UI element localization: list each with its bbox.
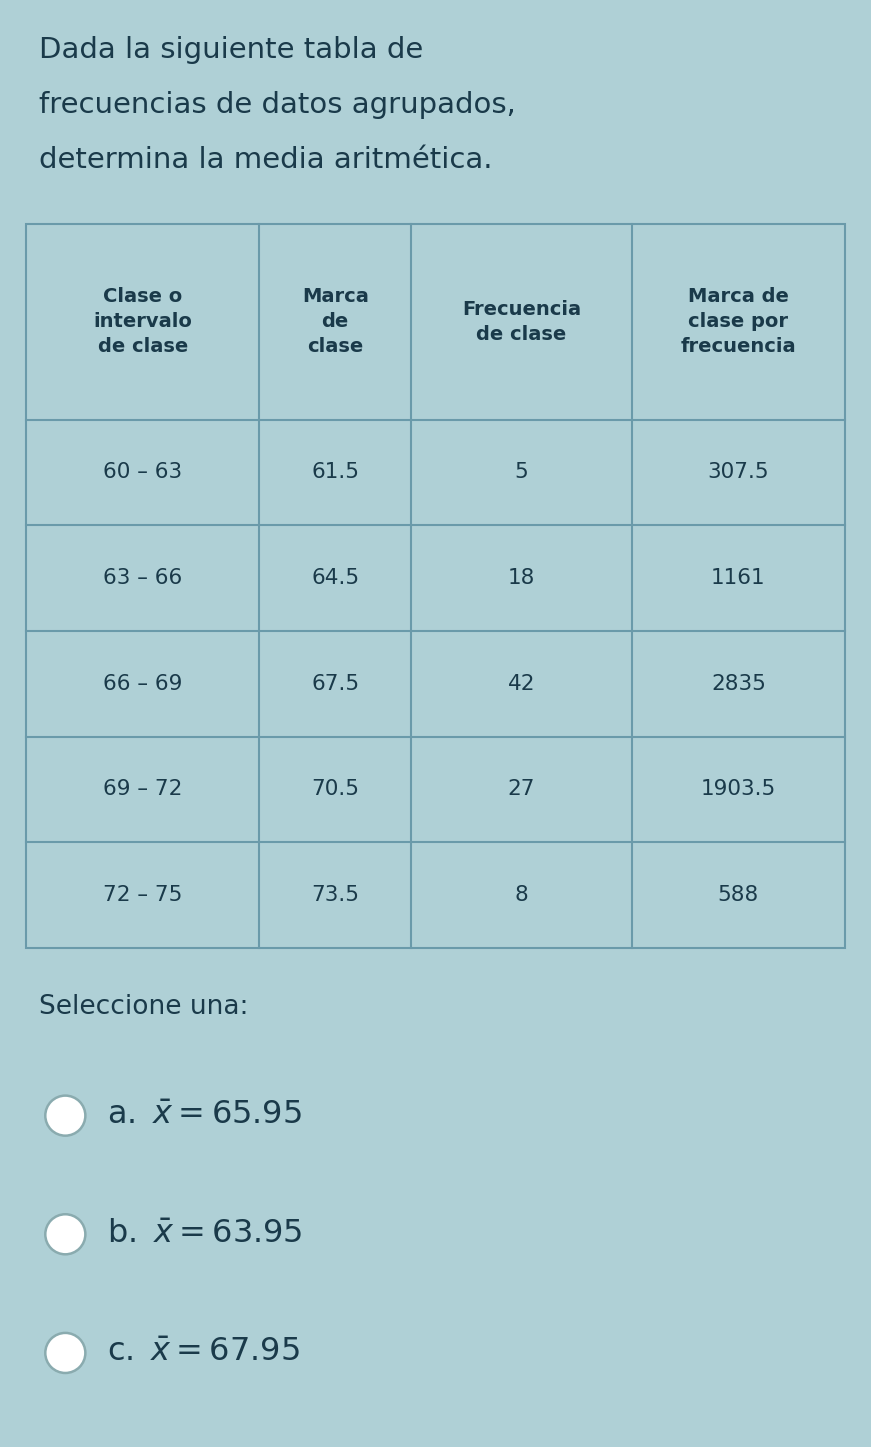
Text: 18: 18 — [508, 569, 535, 587]
Text: 8: 8 — [515, 886, 529, 904]
Text: 307.5: 307.5 — [707, 463, 769, 482]
Text: 1161: 1161 — [711, 569, 766, 587]
Bar — [26, 224, 845, 948]
Text: c. $\bar{x} = 67.95$: c. $\bar{x} = 67.95$ — [107, 1337, 300, 1369]
Text: Marca
de
clase: Marca de clase — [301, 288, 368, 356]
Text: Clase o
intervalo
de clase: Clase o intervalo de clase — [93, 288, 192, 356]
Ellipse shape — [45, 1214, 85, 1255]
Text: frecuencias de datos agrupados,: frecuencias de datos agrupados, — [39, 91, 517, 119]
Text: 27: 27 — [508, 780, 535, 799]
Text: determina la media aritmética.: determina la media aritmética. — [39, 146, 493, 174]
Text: 67.5: 67.5 — [311, 674, 359, 693]
Text: 64.5: 64.5 — [311, 569, 359, 587]
Text: 63 – 66: 63 – 66 — [103, 569, 182, 587]
Text: 1903.5: 1903.5 — [701, 780, 776, 799]
Text: 70.5: 70.5 — [311, 780, 359, 799]
Ellipse shape — [45, 1095, 85, 1136]
Text: 66 – 69: 66 – 69 — [103, 674, 183, 693]
Text: 61.5: 61.5 — [311, 463, 359, 482]
Text: Dada la siguiente tabla de: Dada la siguiente tabla de — [39, 36, 423, 64]
Text: 5: 5 — [515, 463, 529, 482]
Text: b. $\bar{x} = 63.95$: b. $\bar{x} = 63.95$ — [107, 1218, 303, 1250]
Text: 73.5: 73.5 — [311, 886, 359, 904]
Text: 588: 588 — [718, 886, 759, 904]
Text: Frecuencia
de clase: Frecuencia de clase — [462, 300, 581, 344]
Text: 72 – 75: 72 – 75 — [103, 886, 183, 904]
Text: Marca de
clase por
frecuencia: Marca de clase por frecuencia — [680, 288, 796, 356]
Text: a. $\bar{x} = 65.95$: a. $\bar{x} = 65.95$ — [107, 1100, 302, 1132]
Text: 2835: 2835 — [711, 674, 766, 693]
Text: 42: 42 — [508, 674, 535, 693]
Text: 60 – 63: 60 – 63 — [104, 463, 182, 482]
Text: 69 – 72: 69 – 72 — [103, 780, 183, 799]
Text: Seleccione una:: Seleccione una: — [39, 994, 249, 1020]
Ellipse shape — [45, 1333, 85, 1373]
